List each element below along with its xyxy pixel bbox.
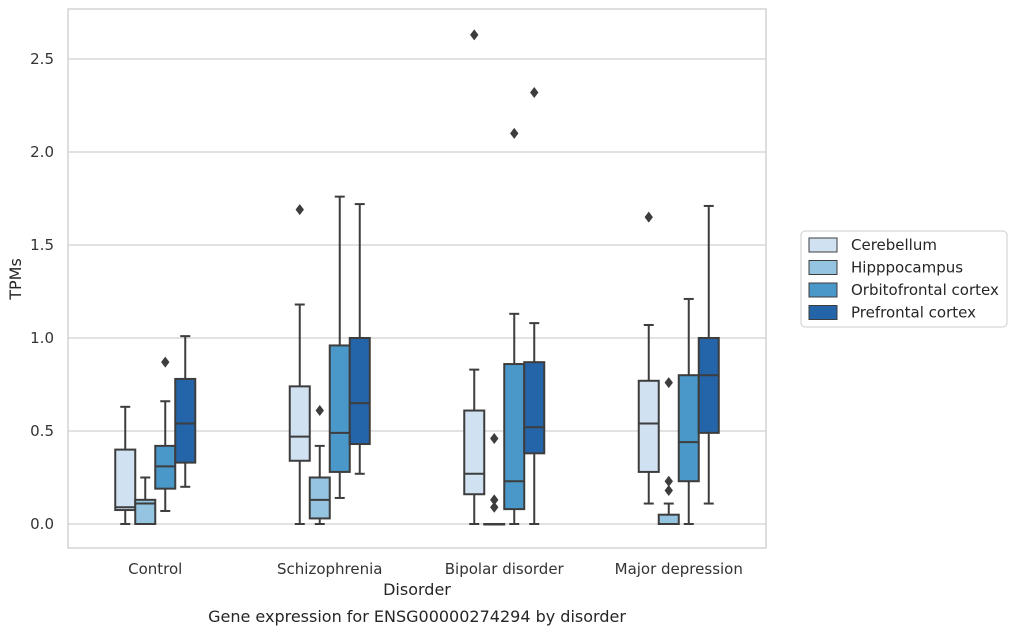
y-tick-label: 0.5 (30, 422, 54, 440)
box-control-hipppocampus (134, 476, 157, 526)
box-body (677, 374, 700, 483)
outlier-point (664, 475, 673, 487)
box-schizophrenia-orbitofrontal-cortex (328, 195, 351, 499)
outlier-point (490, 501, 499, 513)
outlier-point (315, 405, 324, 417)
y-tick-label: 0.0 (30, 515, 54, 533)
legend-swatch (808, 260, 838, 275)
outlier-point (490, 432, 499, 444)
legend-label: Cerebellum (851, 236, 937, 254)
box-body (503, 363, 526, 511)
box-control-cerebellum (114, 405, 137, 525)
legend-label: Prefrontal cortex (851, 304, 976, 322)
x-axis-ticks: Control Schizophrenia Bipolar disorder Majo… (128, 560, 743, 578)
box-bipolar-disorder-prefrontal-cortex (523, 86, 546, 525)
box-major-depression-prefrontal-cortex (697, 204, 720, 505)
outlier-point (161, 356, 170, 368)
box-schizophrenia-hipppocampus (308, 405, 331, 525)
chart-caption: Gene expression for ENSG00000274294 by d… (208, 607, 626, 626)
box-bipolar-disorder-orbitofrontal-cortex (503, 127, 526, 525)
box-control-prefrontal-cortex (174, 335, 197, 488)
box-body (134, 498, 157, 526)
x-tick-label: Bipolar disorder (445, 560, 565, 578)
legend-swatch (808, 282, 838, 298)
plot-area-frame (67, 8, 767, 549)
legend-label: Hipppocampus (851, 259, 963, 277)
legend: Cerebellum Hipppocampus Orbitofrontal cort… (800, 230, 1008, 328)
box-body (523, 361, 546, 455)
outlier-point (510, 127, 519, 139)
box-bipolar-disorder-cerebellum (463, 29, 486, 525)
box-bipolar-disorder-hipppocampus (483, 432, 506, 526)
box-major-depression-hipppocampus (657, 377, 680, 526)
box-body (657, 513, 680, 526)
outlier-point (644, 211, 653, 223)
box-control-orbitofrontal-cortex (154, 356, 177, 512)
legend-swatch (808, 237, 838, 253)
box-body (288, 385, 311, 462)
outlier-point (490, 494, 499, 506)
legend-swatch (808, 305, 838, 320)
y-axis-label: TPMs (6, 258, 25, 301)
legend-label: Orbitofrontal cortex (851, 281, 999, 299)
box-body (114, 448, 137, 512)
box-body (328, 344, 351, 473)
x-tick-label: Control (128, 560, 182, 578)
outlier-point (664, 377, 673, 389)
legend-frame (800, 230, 1008, 328)
y-tick-label: 2.0 (30, 143, 54, 161)
y-tick-label: 2.5 (30, 50, 54, 68)
box-schizophrenia-cerebellum (288, 204, 311, 525)
outlier-point (664, 485, 673, 497)
box-body (308, 476, 331, 520)
outlier-point (470, 29, 479, 41)
x-tick-label: Major depression (615, 560, 743, 578)
box-body (637, 379, 660, 473)
y-tick-label: 1.5 (30, 236, 54, 254)
box-body (463, 409, 486, 496)
box-body (348, 337, 371, 446)
box-body (174, 377, 197, 464)
box-series (114, 29, 720, 526)
box-major-depression-cerebellum (637, 211, 660, 505)
box-major-depression-orbitofrontal-cortex (677, 297, 700, 525)
box-body (697, 337, 720, 434)
outlier-point (295, 204, 304, 216)
x-axis-label: Disorder (383, 580, 451, 599)
y-tick-label: 1.0 (30, 329, 54, 347)
x-tick-label: Schizophrenia (277, 560, 382, 578)
y-axis-ticks: 0.0 0.5 1.0 1.5 2.0 2.5 (30, 50, 54, 533)
outlier-point (530, 86, 539, 98)
box-schizophrenia-prefrontal-cortex (348, 203, 371, 475)
